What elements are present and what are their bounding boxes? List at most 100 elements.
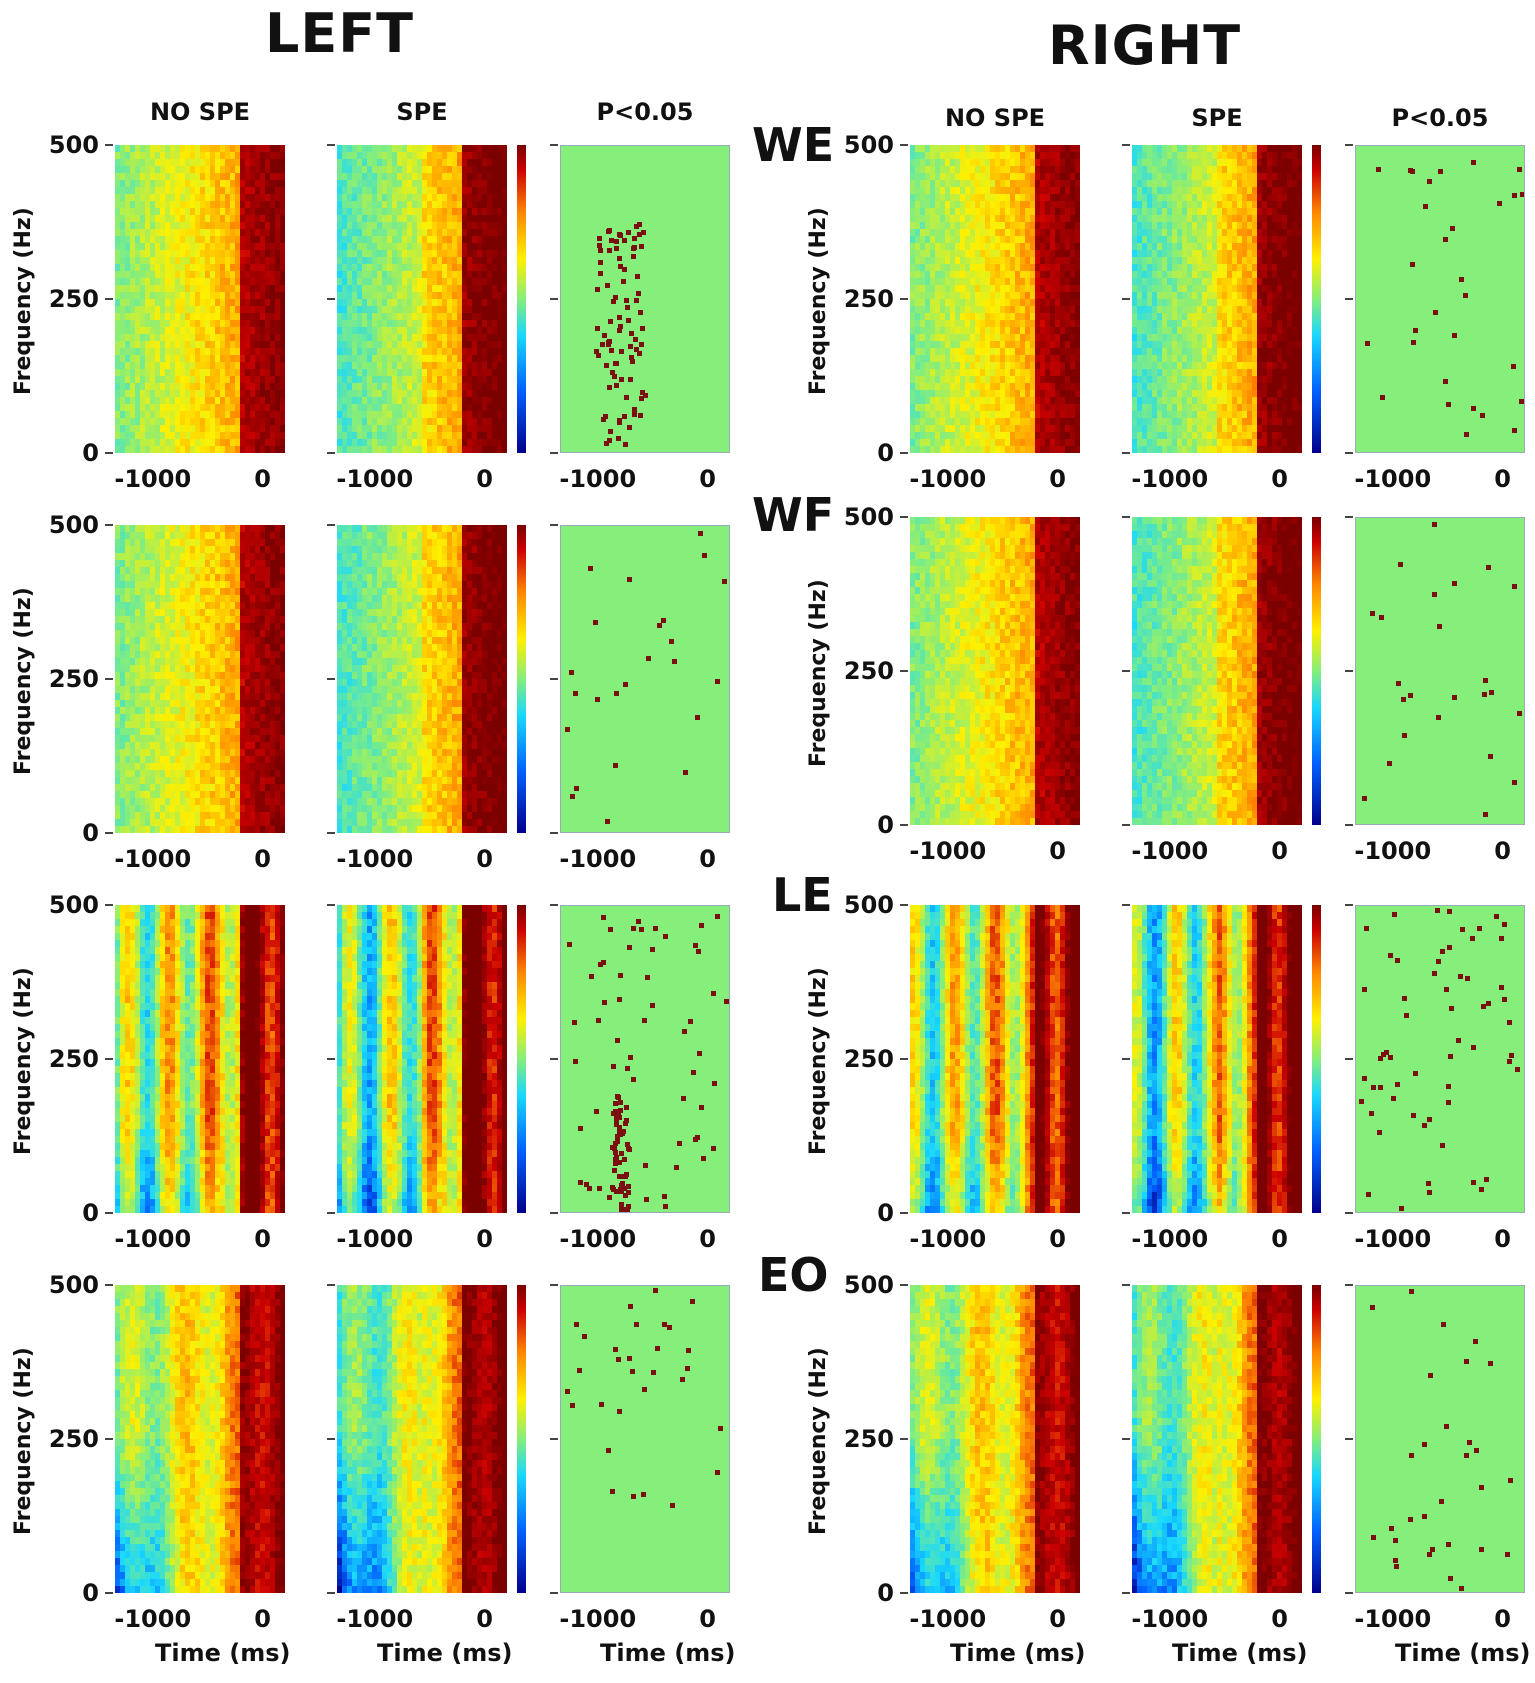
significant-point — [605, 228, 611, 234]
heatmap-cell — [205, 721, 211, 729]
heatmap-cell — [215, 721, 221, 729]
heatmap-cell — [130, 721, 136, 729]
heatmap-cell — [160, 756, 166, 764]
heatmap-cell — [170, 791, 176, 799]
heatmap-cell — [195, 784, 201, 792]
heatmap-cell — [245, 553, 251, 561]
heatmap-cell — [205, 278, 211, 286]
heatmap-cell — [487, 306, 493, 314]
heatmap-cell — [195, 665, 201, 673]
heatmap-cell — [275, 348, 281, 356]
heatmap-cell — [150, 532, 156, 540]
heatmap-cell — [130, 798, 136, 806]
heatmap-cell — [372, 560, 378, 568]
heatmap-cell — [180, 348, 186, 356]
heatmap-cell — [195, 616, 201, 624]
heatmap-cell — [260, 418, 266, 426]
heatmap-cell — [230, 616, 236, 624]
heatmap-cell — [180, 187, 186, 195]
heatmap-cell — [407, 425, 413, 433]
heatmap-cell — [482, 180, 488, 188]
heatmap-cell — [180, 229, 186, 237]
heatmap-cell — [417, 369, 423, 377]
heatmap-cell — [130, 756, 136, 764]
heatmap-cell — [422, 173, 428, 181]
heatmap-cell — [482, 173, 488, 181]
heatmap-cell — [215, 616, 221, 624]
heatmap-cell — [140, 278, 146, 286]
heatmap-cell — [412, 404, 418, 412]
heatmap-cell — [352, 609, 358, 617]
heatmap-cell — [437, 369, 443, 377]
heatmap-cell — [402, 306, 408, 314]
heatmap-cell — [362, 728, 368, 736]
heatmap-cell — [265, 721, 271, 729]
heatmap-cell — [442, 166, 448, 174]
heatmap-cell — [220, 546, 226, 554]
heatmap-cell — [140, 658, 146, 666]
heatmap-cell — [280, 292, 285, 300]
heatmap-cell — [125, 567, 131, 575]
heatmap-cell — [482, 425, 488, 433]
heatmap-cell — [487, 334, 493, 342]
heatmap-cell — [140, 819, 146, 827]
heatmap-cell — [125, 658, 131, 666]
heatmap-cell — [150, 546, 156, 554]
heatmap-cell — [120, 313, 126, 321]
heatmap-cell — [472, 362, 478, 370]
heatmap-cell — [362, 721, 368, 729]
heatmap-cell — [255, 159, 261, 167]
heatmap-cell — [397, 201, 403, 209]
heatmap-cell — [150, 539, 156, 547]
heatmap-cell — [372, 446, 378, 453]
heatmap-cell — [477, 390, 483, 398]
heatmap-cell — [180, 362, 186, 370]
heatmap-cell — [230, 334, 236, 342]
heatmap-cell — [145, 714, 151, 722]
heatmap-cell — [135, 630, 141, 638]
heatmap-cell — [357, 742, 363, 750]
heatmap-cell — [180, 707, 186, 715]
heatmap-cell — [417, 201, 423, 209]
heatmap-cell — [225, 728, 231, 736]
heatmap-cell — [115, 819, 121, 827]
heatmap-cell — [347, 644, 353, 652]
heatmap-cell — [160, 397, 166, 405]
heatmap-cell — [200, 651, 206, 659]
heatmap-cell — [160, 791, 166, 799]
heatmap-cell — [230, 194, 236, 202]
heatmap-cell — [422, 348, 428, 356]
heatmap-cell — [255, 567, 261, 575]
heatmap-cell — [447, 250, 453, 258]
heatmap-cell — [195, 327, 201, 335]
heatmap-cell — [492, 278, 498, 286]
heatmap-cell — [230, 707, 236, 715]
heatmap-cell — [210, 637, 216, 645]
heatmap-cell — [280, 728, 285, 736]
heatmap-cell — [472, 383, 478, 391]
heatmap-cell — [185, 166, 191, 174]
heatmap-cell — [487, 236, 493, 244]
heatmap-cell — [140, 574, 146, 582]
heatmap-cell — [160, 735, 166, 743]
heatmap-cell — [215, 145, 221, 153]
condition-label: WE — [752, 118, 834, 172]
heatmap-cell — [230, 567, 236, 575]
heatmap-cell — [357, 236, 363, 244]
heatmap-cell — [160, 581, 166, 589]
heatmap-cell — [472, 397, 478, 405]
heatmap-cell — [120, 721, 126, 729]
heatmap-cell — [357, 313, 363, 321]
heatmap-cell — [392, 355, 398, 363]
heatmap-cell — [235, 567, 241, 575]
heatmap-cell — [210, 560, 216, 568]
heatmap-cell — [225, 187, 231, 195]
heatmap-cell — [245, 145, 251, 153]
heatmap-cell — [442, 187, 448, 195]
heatmap-cell — [210, 756, 216, 764]
heatmap-cell — [255, 180, 261, 188]
heatmap-cell — [472, 432, 478, 440]
heatmap-cell — [447, 208, 453, 216]
heatmap-cell — [200, 588, 206, 596]
heatmap-cell — [482, 285, 488, 293]
